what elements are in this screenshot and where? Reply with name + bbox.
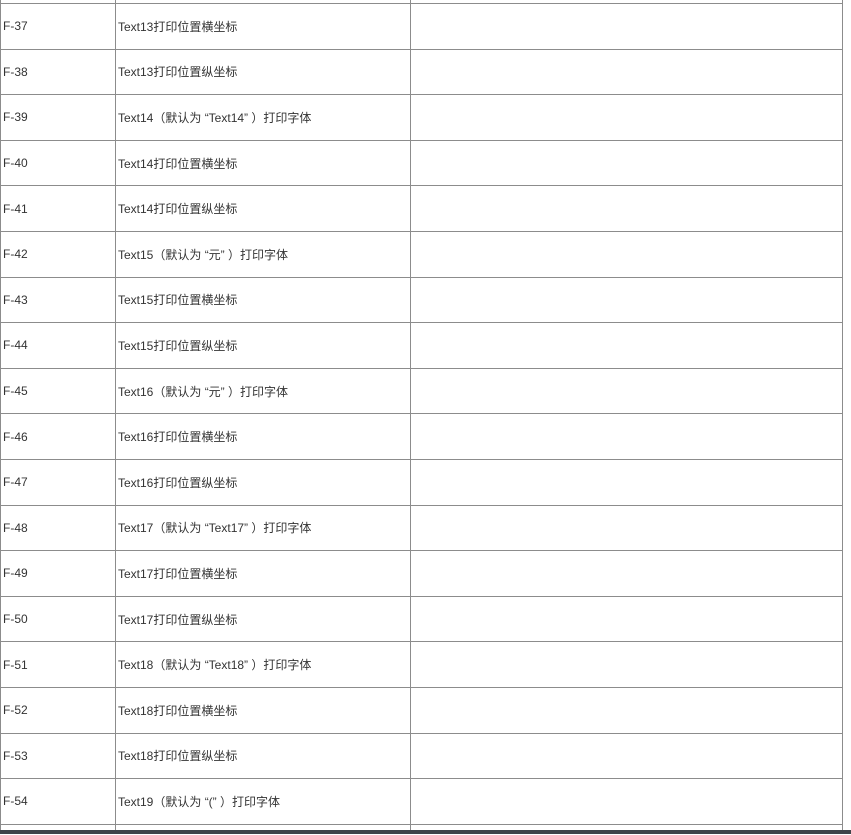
field-value-cell — [410, 3, 843, 50]
field-value-cell — [410, 413, 843, 460]
field-value-cell — [410, 504, 843, 552]
field-value-cell — [410, 778, 843, 825]
field-desc-cell: Text13打印位置横坐标 — [115, 3, 411, 50]
field-value-cell — [410, 276, 843, 324]
field-code-cell: F-49 — [0, 550, 116, 597]
field-desc-cell: Text17打印位置横坐标 — [115, 550, 411, 597]
field-desc-cell: Text17（默认为 “Text17” ）打印字体 — [115, 504, 411, 552]
field-desc-cell: Text15打印位置横坐标 — [115, 276, 411, 324]
field-desc-cell: Text14（默认为 “Text14” ）打印字体 — [115, 94, 411, 141]
field-desc-cell — [115, 823, 411, 830]
field-value-cell — [410, 139, 843, 187]
table-row: F-54 Text19（默认为 “(” ）打印字体 — [0, 778, 843, 825]
table-row: F-52 Text18打印位置横坐标 — [0, 686, 843, 734]
table-row: F-43 Text15打印位置横坐标 — [0, 276, 843, 324]
field-code-cell: F-50 — [0, 595, 116, 643]
field-code-cell — [0, 823, 116, 830]
field-value-cell — [410, 550, 843, 597]
field-code-cell: F-48 — [0, 504, 116, 552]
field-value-cell — [410, 48, 843, 96]
field-code-cell: F-44 — [0, 322, 116, 369]
field-code-cell: F-47 — [0, 458, 116, 506]
table-row: F-48 Text17（默认为 “Text17” ）打印字体 — [0, 504, 843, 552]
field-desc-cell: Text14打印位置横坐标 — [115, 139, 411, 187]
bottom-divider — [0, 830, 851, 834]
field-desc-cell: Text16打印位置横坐标 — [115, 413, 411, 460]
table-row: F-46 Text16打印位置横坐标 — [0, 413, 843, 460]
field-value-cell — [410, 230, 843, 278]
table-row: F-39 Text14（默认为 “Text14” ）打印字体 — [0, 94, 843, 141]
field-code-cell: F-52 — [0, 686, 116, 734]
field-value-cell — [410, 185, 843, 232]
table-row: F-50 Text17打印位置纵坐标 — [0, 595, 843, 643]
field-desc-cell: Text15（默认为 “元” ）打印字体 — [115, 230, 411, 278]
table-row: F-51 Text18（默认为 “Text18” ）打印字体 — [0, 641, 843, 688]
field-value-cell — [410, 732, 843, 780]
field-value-cell — [410, 322, 843, 369]
table-row: F-49 Text17打印位置横坐标 — [0, 550, 843, 597]
field-code-cell: F-41 — [0, 185, 116, 232]
table-row: F-41 Text14打印位置纵坐标 — [0, 185, 843, 232]
field-desc-cell: Text15打印位置纵坐标 — [115, 322, 411, 369]
field-code-cell: F-54 — [0, 778, 116, 825]
table-row: F-40 Text14打印位置横坐标 — [0, 139, 843, 187]
field-desc-cell: Text17打印位置纵坐标 — [115, 595, 411, 643]
field-code-cell: F-38 — [0, 48, 116, 96]
field-code-cell: F-45 — [0, 367, 116, 415]
field-value-cell — [410, 458, 843, 506]
field-desc-cell: Text18打印位置横坐标 — [115, 686, 411, 734]
field-desc-cell: Text16打印位置纵坐标 — [115, 458, 411, 506]
field-desc-cell: Text18打印位置纵坐标 — [115, 732, 411, 780]
field-desc-cell: Text16（默认为 “元” ）打印字体 — [115, 367, 411, 415]
field-value-cell — [410, 686, 843, 734]
field-code-cell: F-46 — [0, 413, 116, 460]
table-row: F-45 Text16（默认为 “元” ）打印字体 — [0, 367, 843, 415]
table-row: F-44 Text15打印位置纵坐标 — [0, 322, 843, 369]
table-row: F-38 Text13打印位置纵坐标 — [0, 48, 843, 96]
field-code-cell: F-43 — [0, 276, 116, 324]
field-desc-cell: Text13打印位置纵坐标 — [115, 48, 411, 96]
table-row: F-37 Text13打印位置横坐标 — [0, 3, 843, 50]
table-row: F-42 Text15（默认为 “元” ）打印字体 — [0, 230, 843, 278]
field-value-cell — [410, 94, 843, 141]
field-desc-cell: Text19（默认为 “(” ）打印字体 — [115, 778, 411, 825]
field-value-cell — [410, 367, 843, 415]
table-row: F-53 Text18打印位置纵坐标 — [0, 732, 843, 780]
field-value-cell — [410, 641, 843, 688]
field-desc-cell: Text14打印位置纵坐标 — [115, 185, 411, 232]
field-code-cell: F-37 — [0, 3, 116, 50]
field-code-cell: F-42 — [0, 230, 116, 278]
field-value-cell — [410, 823, 843, 830]
clipped-row-bottom — [0, 823, 843, 830]
field-code-cell: F-40 — [0, 139, 116, 187]
field-code-cell: F-51 — [0, 641, 116, 688]
field-code-cell: F-53 — [0, 732, 116, 780]
field-code-cell: F-39 — [0, 94, 116, 141]
field-desc-cell: Text18（默认为 “Text18” ）打印字体 — [115, 641, 411, 688]
table-row: F-47 Text16打印位置纵坐标 — [0, 458, 843, 506]
field-value-cell — [410, 595, 843, 643]
